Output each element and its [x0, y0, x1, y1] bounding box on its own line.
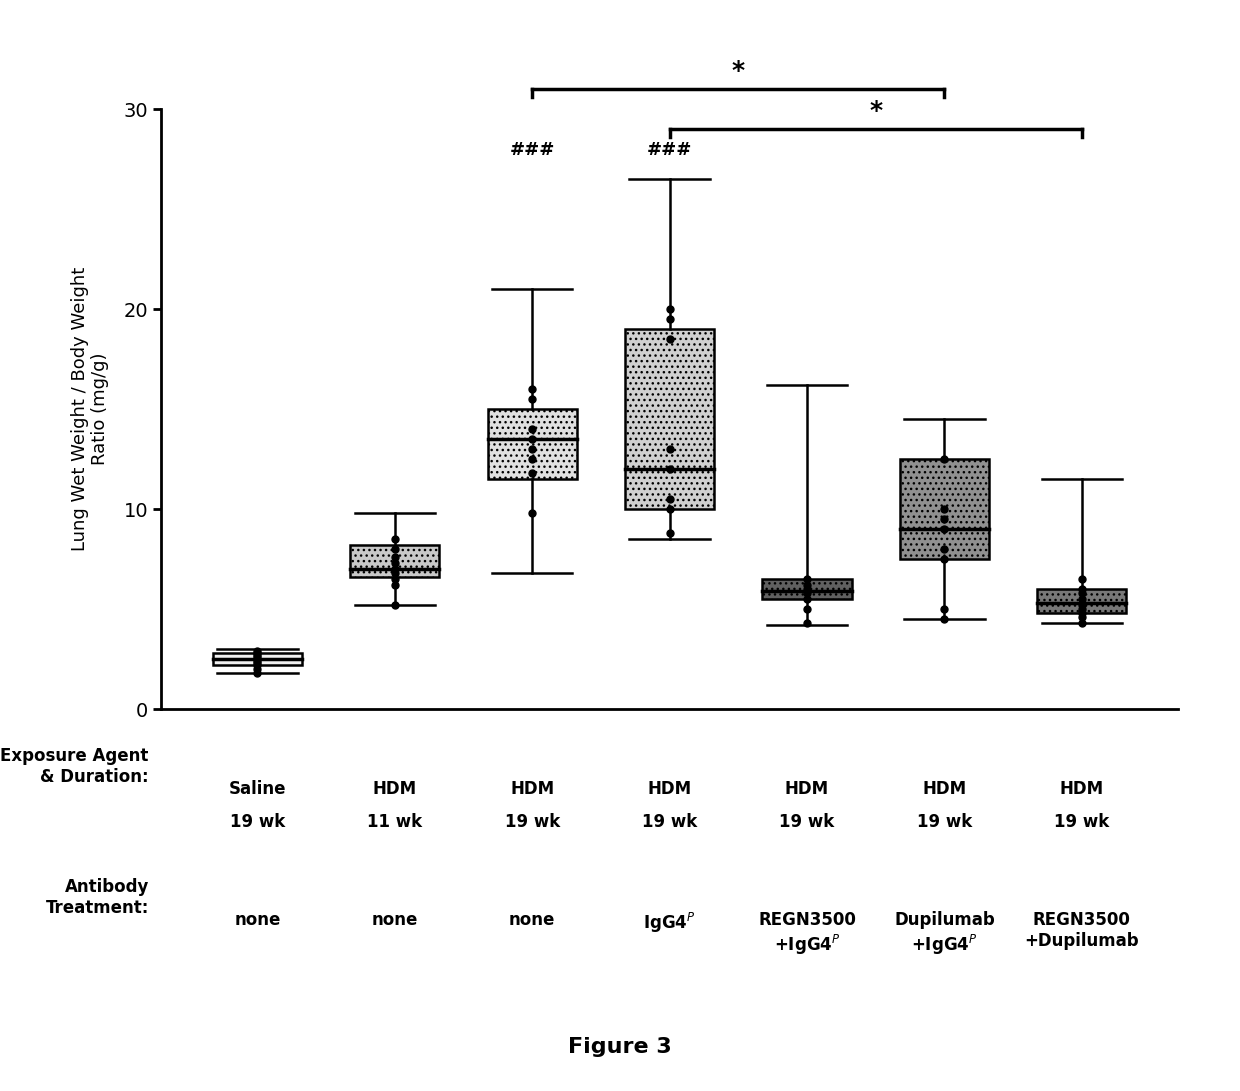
Text: 19 wk: 19 wk [1054, 813, 1110, 830]
Text: *: * [732, 59, 745, 83]
Bar [763, 579, 852, 599]
Text: HDM: HDM [510, 780, 554, 798]
Text: HDM: HDM [647, 780, 692, 798]
Text: 19 wk: 19 wk [780, 813, 835, 830]
Text: Figure 3: Figure 3 [568, 1038, 672, 1057]
Text: Antibody
Treatment:: Antibody Treatment: [46, 878, 149, 918]
Text: HDM: HDM [373, 780, 417, 798]
Bar [213, 654, 303, 666]
Bar [625, 329, 714, 509]
Text: 19 wk: 19 wk [229, 813, 285, 830]
Text: HDM: HDM [785, 780, 830, 798]
Text: none: none [234, 911, 280, 928]
Bar [487, 409, 577, 479]
Text: HDM: HDM [1060, 780, 1104, 798]
Text: 19 wk: 19 wk [916, 813, 972, 830]
Bar [900, 459, 990, 559]
Text: ###: ### [647, 141, 692, 159]
Text: none: none [372, 911, 418, 928]
Bar [350, 546, 439, 577]
Text: ###: ### [510, 141, 554, 159]
Text: Saline: Saline [228, 780, 286, 798]
Text: Dupilumab
+IgG4$^{P}$: Dupilumab +IgG4$^{P}$ [894, 911, 994, 957]
Text: REGN3500
+Dupilumab: REGN3500 +Dupilumab [1024, 911, 1140, 950]
Text: HDM: HDM [923, 780, 966, 798]
Y-axis label: Lung Wet Weight / Body Weight
Ratio (mg/g): Lung Wet Weight / Body Weight Ratio (mg/… [71, 267, 109, 551]
Bar [1037, 589, 1126, 613]
Text: Exposure Agent
& Duration:: Exposure Agent & Duration: [0, 747, 149, 787]
Text: IgG4$^{P}$: IgG4$^{P}$ [644, 911, 696, 935]
Text: *: * [869, 99, 883, 123]
Text: REGN3500
+IgG4$^{P}$: REGN3500 +IgG4$^{P}$ [758, 911, 856, 957]
Text: none: none [508, 911, 556, 928]
Text: 19 wk: 19 wk [505, 813, 559, 830]
Text: 19 wk: 19 wk [642, 813, 697, 830]
Text: 11 wk: 11 wk [367, 813, 423, 830]
